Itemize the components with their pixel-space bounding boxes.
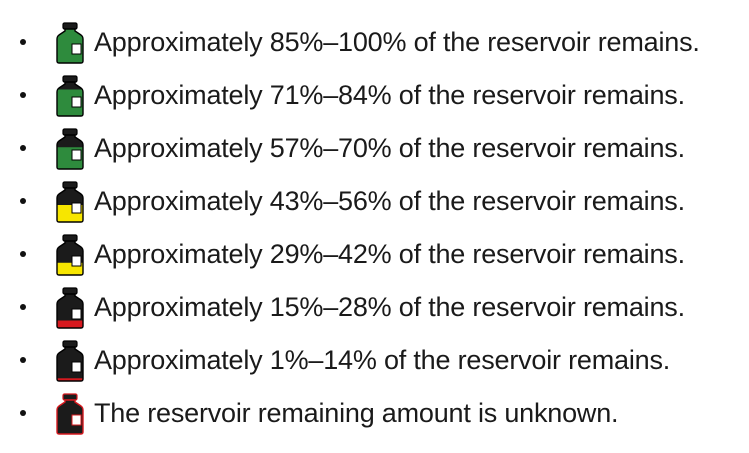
list-item-label: Approximately 57%–70% of the reservoir r… bbox=[94, 133, 685, 163]
list-item-label: Approximately 85%–100% of the reservoir … bbox=[94, 27, 700, 57]
list-item: Approximately 1%–14% of the reservoir re… bbox=[0, 336, 749, 389]
bullet-icon bbox=[20, 145, 26, 151]
list-item: The reservoir remaining amount is unknow… bbox=[0, 389, 749, 442]
bullet-icon bbox=[20, 304, 26, 310]
bullet-icon bbox=[20, 92, 26, 98]
list-item-label: Approximately 43%–56% of the reservoir r… bbox=[94, 186, 685, 216]
bullet-icon bbox=[20, 410, 26, 416]
reservoir-level-icon bbox=[55, 340, 85, 382]
reservoir-level-icon bbox=[55, 22, 85, 64]
bullet-icon bbox=[20, 39, 26, 45]
reservoir-level-icon bbox=[55, 234, 85, 276]
bullet-icon bbox=[20, 357, 26, 363]
list-item: Approximately 43%–56% of the reservoir r… bbox=[0, 177, 749, 230]
bullet-icon bbox=[20, 251, 26, 257]
list-item: Approximately 71%–84% of the reservoir r… bbox=[0, 71, 749, 124]
list-item-label: Approximately 1%–14% of the reservoir re… bbox=[94, 345, 671, 375]
list-item-label: Approximately 15%–28% of the reservoir r… bbox=[94, 292, 685, 322]
reservoir-level-icon bbox=[55, 128, 85, 170]
reservoir-level-icon bbox=[55, 287, 85, 329]
reservoir-level-list: Approximately 85%–100% of the reservoir … bbox=[0, 18, 749, 442]
list-item-label: The reservoir remaining amount is unknow… bbox=[94, 398, 619, 428]
list-item: Approximately 29%–42% of the reservoir r… bbox=[0, 230, 749, 283]
bullet-icon bbox=[20, 198, 26, 204]
reservoir-unknown-icon bbox=[55, 393, 85, 435]
list-item-label: Approximately 71%–84% of the reservoir r… bbox=[94, 80, 685, 110]
list-item-label: Approximately 29%–42% of the reservoir r… bbox=[94, 239, 685, 269]
reservoir-level-icon bbox=[55, 181, 85, 223]
reservoir-level-icon bbox=[55, 75, 85, 117]
list-item: Approximately 85%–100% of the reservoir … bbox=[0, 18, 749, 71]
list-item: Approximately 15%–28% of the reservoir r… bbox=[0, 283, 749, 336]
list-item: Approximately 57%–70% of the reservoir r… bbox=[0, 124, 749, 177]
